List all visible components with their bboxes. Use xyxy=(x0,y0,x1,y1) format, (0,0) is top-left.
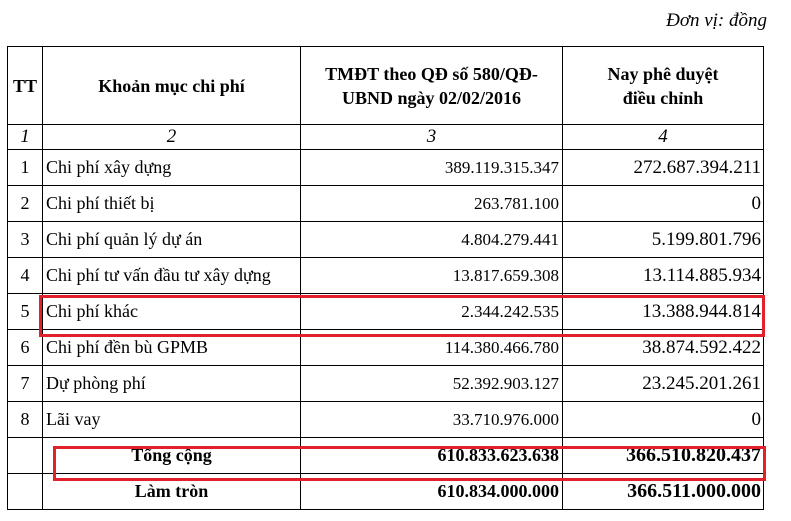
row-number: 7 xyxy=(7,365,43,402)
adjusted-amount: 13.388.944.814 xyxy=(562,293,764,330)
adjusted-amount: 23.245.201.261 xyxy=(562,365,764,402)
rounded-approved-amount: 610.834.000.000 xyxy=(300,473,563,510)
approved-amount: 4.804.279.441 xyxy=(300,221,563,258)
cost-item-name: Chi phí xây dựng xyxy=(42,149,301,186)
header-approved: TMĐT theo QĐ số 580/QĐ-UBND ngày 02/02/2… xyxy=(300,46,563,125)
header-adjusted: Nay phê duyệt điều chỉnh xyxy=(562,46,764,125)
unit-label: Đơn vị: đồng xyxy=(666,10,767,31)
column-number-row: 1 2 3 4 xyxy=(7,124,764,150)
table-row: 8 Lãi vay 33.710.976.000 0 xyxy=(7,401,764,438)
row-number: 8 xyxy=(7,401,43,438)
total-tt-cell xyxy=(7,437,43,474)
approved-amount: 13.817.659.308 xyxy=(300,257,563,294)
header-tt: TT xyxy=(7,46,43,125)
cropped-text-fragment xyxy=(0,0,791,3)
adjusted-amount: 5.199.801.796 xyxy=(562,221,764,258)
table-header-row: TT Khoản mục chi phí TMĐT theo QĐ số 580… xyxy=(7,46,764,125)
total-row: Tổng cộng 610.833.623.638 366.510.820.43… xyxy=(7,437,764,474)
total-approved-amount: 610.833.623.638 xyxy=(300,437,563,474)
row-number: 6 xyxy=(7,329,43,366)
approved-amount: 263.781.100 xyxy=(300,185,563,222)
adjusted-amount: 38.874.592.422 xyxy=(562,329,764,366)
approved-amount: 33.710.976.000 xyxy=(300,401,563,438)
table-row: 3 Chi phí quản lý dự án 4.804.279.441 5.… xyxy=(7,221,764,258)
cost-table: TT Khoản mục chi phí TMĐT theo QĐ số 580… xyxy=(7,46,764,510)
row-number: 5 xyxy=(7,293,43,330)
rounded-adjusted-amount: 366.511.000.000 xyxy=(562,473,764,510)
table-row: 1 Chi phí xây dựng 389.119.315.347 272.6… xyxy=(7,149,764,186)
approved-amount: 114.380.466.780 xyxy=(300,329,563,366)
adjusted-amount: 0 xyxy=(562,185,764,222)
table-row: 7 Dự phòng phí 52.392.903.127 23.245.201… xyxy=(7,365,764,402)
approved-amount: 389.119.315.347 xyxy=(300,149,563,186)
total-label: Tổng cộng xyxy=(42,437,301,474)
row-number: 3 xyxy=(7,221,43,258)
cost-item-name: Chi phí tư vấn đầu tư xây dựng xyxy=(42,257,301,294)
rounded-tt-cell xyxy=(7,473,43,510)
approved-amount: 52.392.903.127 xyxy=(300,365,563,402)
adjusted-amount: 13.114.885.934 xyxy=(562,257,764,294)
cost-item-name: Lãi vay xyxy=(42,401,301,438)
cost-item-name: Chi phí khác xyxy=(42,293,301,330)
table-row: 6 Chi phí đền bù GPMB 114.380.466.780 38… xyxy=(7,329,764,366)
table-row: 5 Chi phí khác 2.344.242.535 13.388.944.… xyxy=(7,293,764,330)
column-number: 2 xyxy=(42,124,301,150)
column-number: 3 xyxy=(300,124,563,150)
cost-item-name: Chi phí quản lý dự án xyxy=(42,221,301,258)
adjusted-amount: 0 xyxy=(562,401,764,438)
rounded-label: Làm tròn xyxy=(42,473,301,510)
column-number: 1 xyxy=(7,124,43,150)
approved-amount: 2.344.242.535 xyxy=(300,293,563,330)
adjusted-amount: 272.687.394.211 xyxy=(562,149,764,186)
column-number: 4 xyxy=(562,124,764,150)
row-number: 1 xyxy=(7,149,43,186)
table-row: 2 Chi phí thiết bị 263.781.100 0 xyxy=(7,185,764,222)
total-adjusted-amount: 366.510.820.437 xyxy=(562,437,764,474)
cost-item-name: Chi phí đền bù GPMB xyxy=(42,329,301,366)
row-number: 4 xyxy=(7,257,43,294)
rounded-row: Làm tròn 610.834.000.000 366.511.000.000 xyxy=(7,473,764,510)
cost-item-name: Chi phí thiết bị xyxy=(42,185,301,222)
row-number: 2 xyxy=(7,185,43,222)
header-item: Khoản mục chi phí xyxy=(42,46,301,125)
cost-item-name: Dự phòng phí xyxy=(42,365,301,402)
table-row: 4 Chi phí tư vấn đầu tư xây dựng 13.817.… xyxy=(7,257,764,294)
